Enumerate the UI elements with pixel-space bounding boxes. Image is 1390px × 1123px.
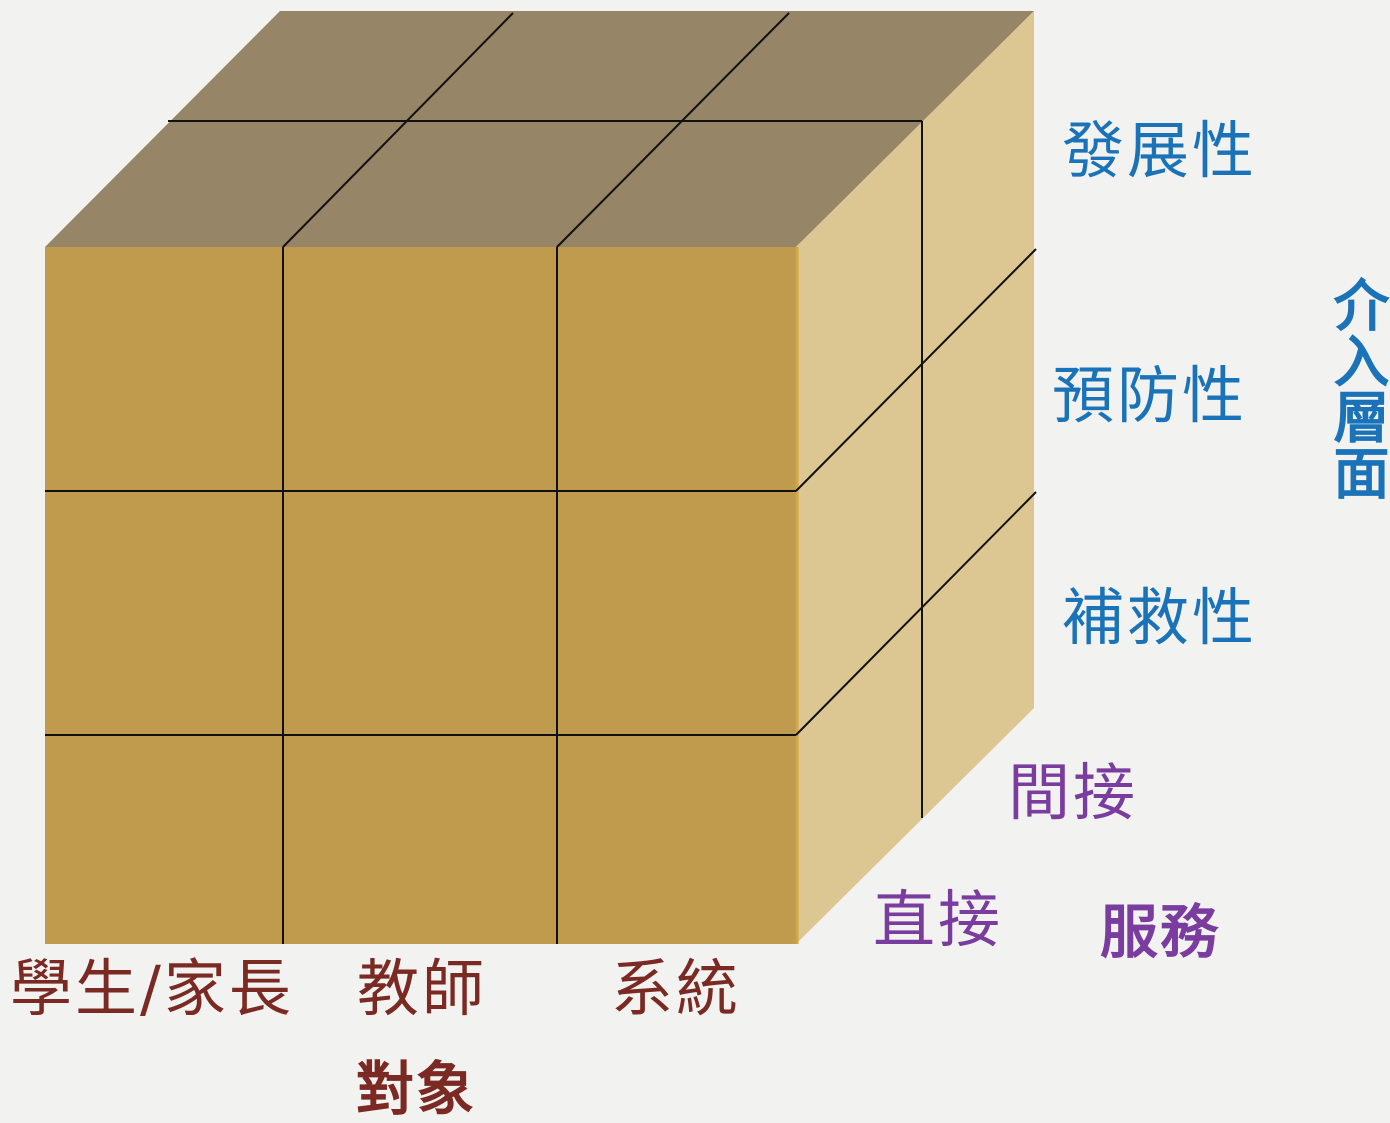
target-label-system: 系統 — [611, 952, 742, 1025]
level-label-developmental: 發展性 — [1062, 114, 1258, 187]
target-axis-title: 對象 — [356, 1055, 477, 1123]
service-axis-title: 服務 — [1100, 898, 1221, 966]
cube-grid-lines — [45, 12, 1037, 944]
service-label-direct: 直接 — [873, 883, 1004, 956]
right-depth-line — [795, 491, 1037, 736]
right-depth-line — [795, 248, 1037, 492]
cube-top-face — [45, 11, 1034, 247]
level-axis-title: 介入層面 — [1324, 276, 1389, 500]
level-label-remedial: 補救性 — [1062, 581, 1258, 654]
level-label-preventive: 預防性 — [1052, 359, 1248, 432]
cube-right-face — [796, 11, 1034, 944]
target-label-teachers: 教師 — [357, 952, 488, 1025]
top-depth-line — [556, 12, 790, 248]
cube-front-face — [45, 247, 796, 944]
service-label-indirect: 間接 — [1008, 756, 1139, 829]
top-depth-line — [282, 12, 514, 248]
target-label-students-parents: 學生/家長 — [10, 952, 294, 1025]
